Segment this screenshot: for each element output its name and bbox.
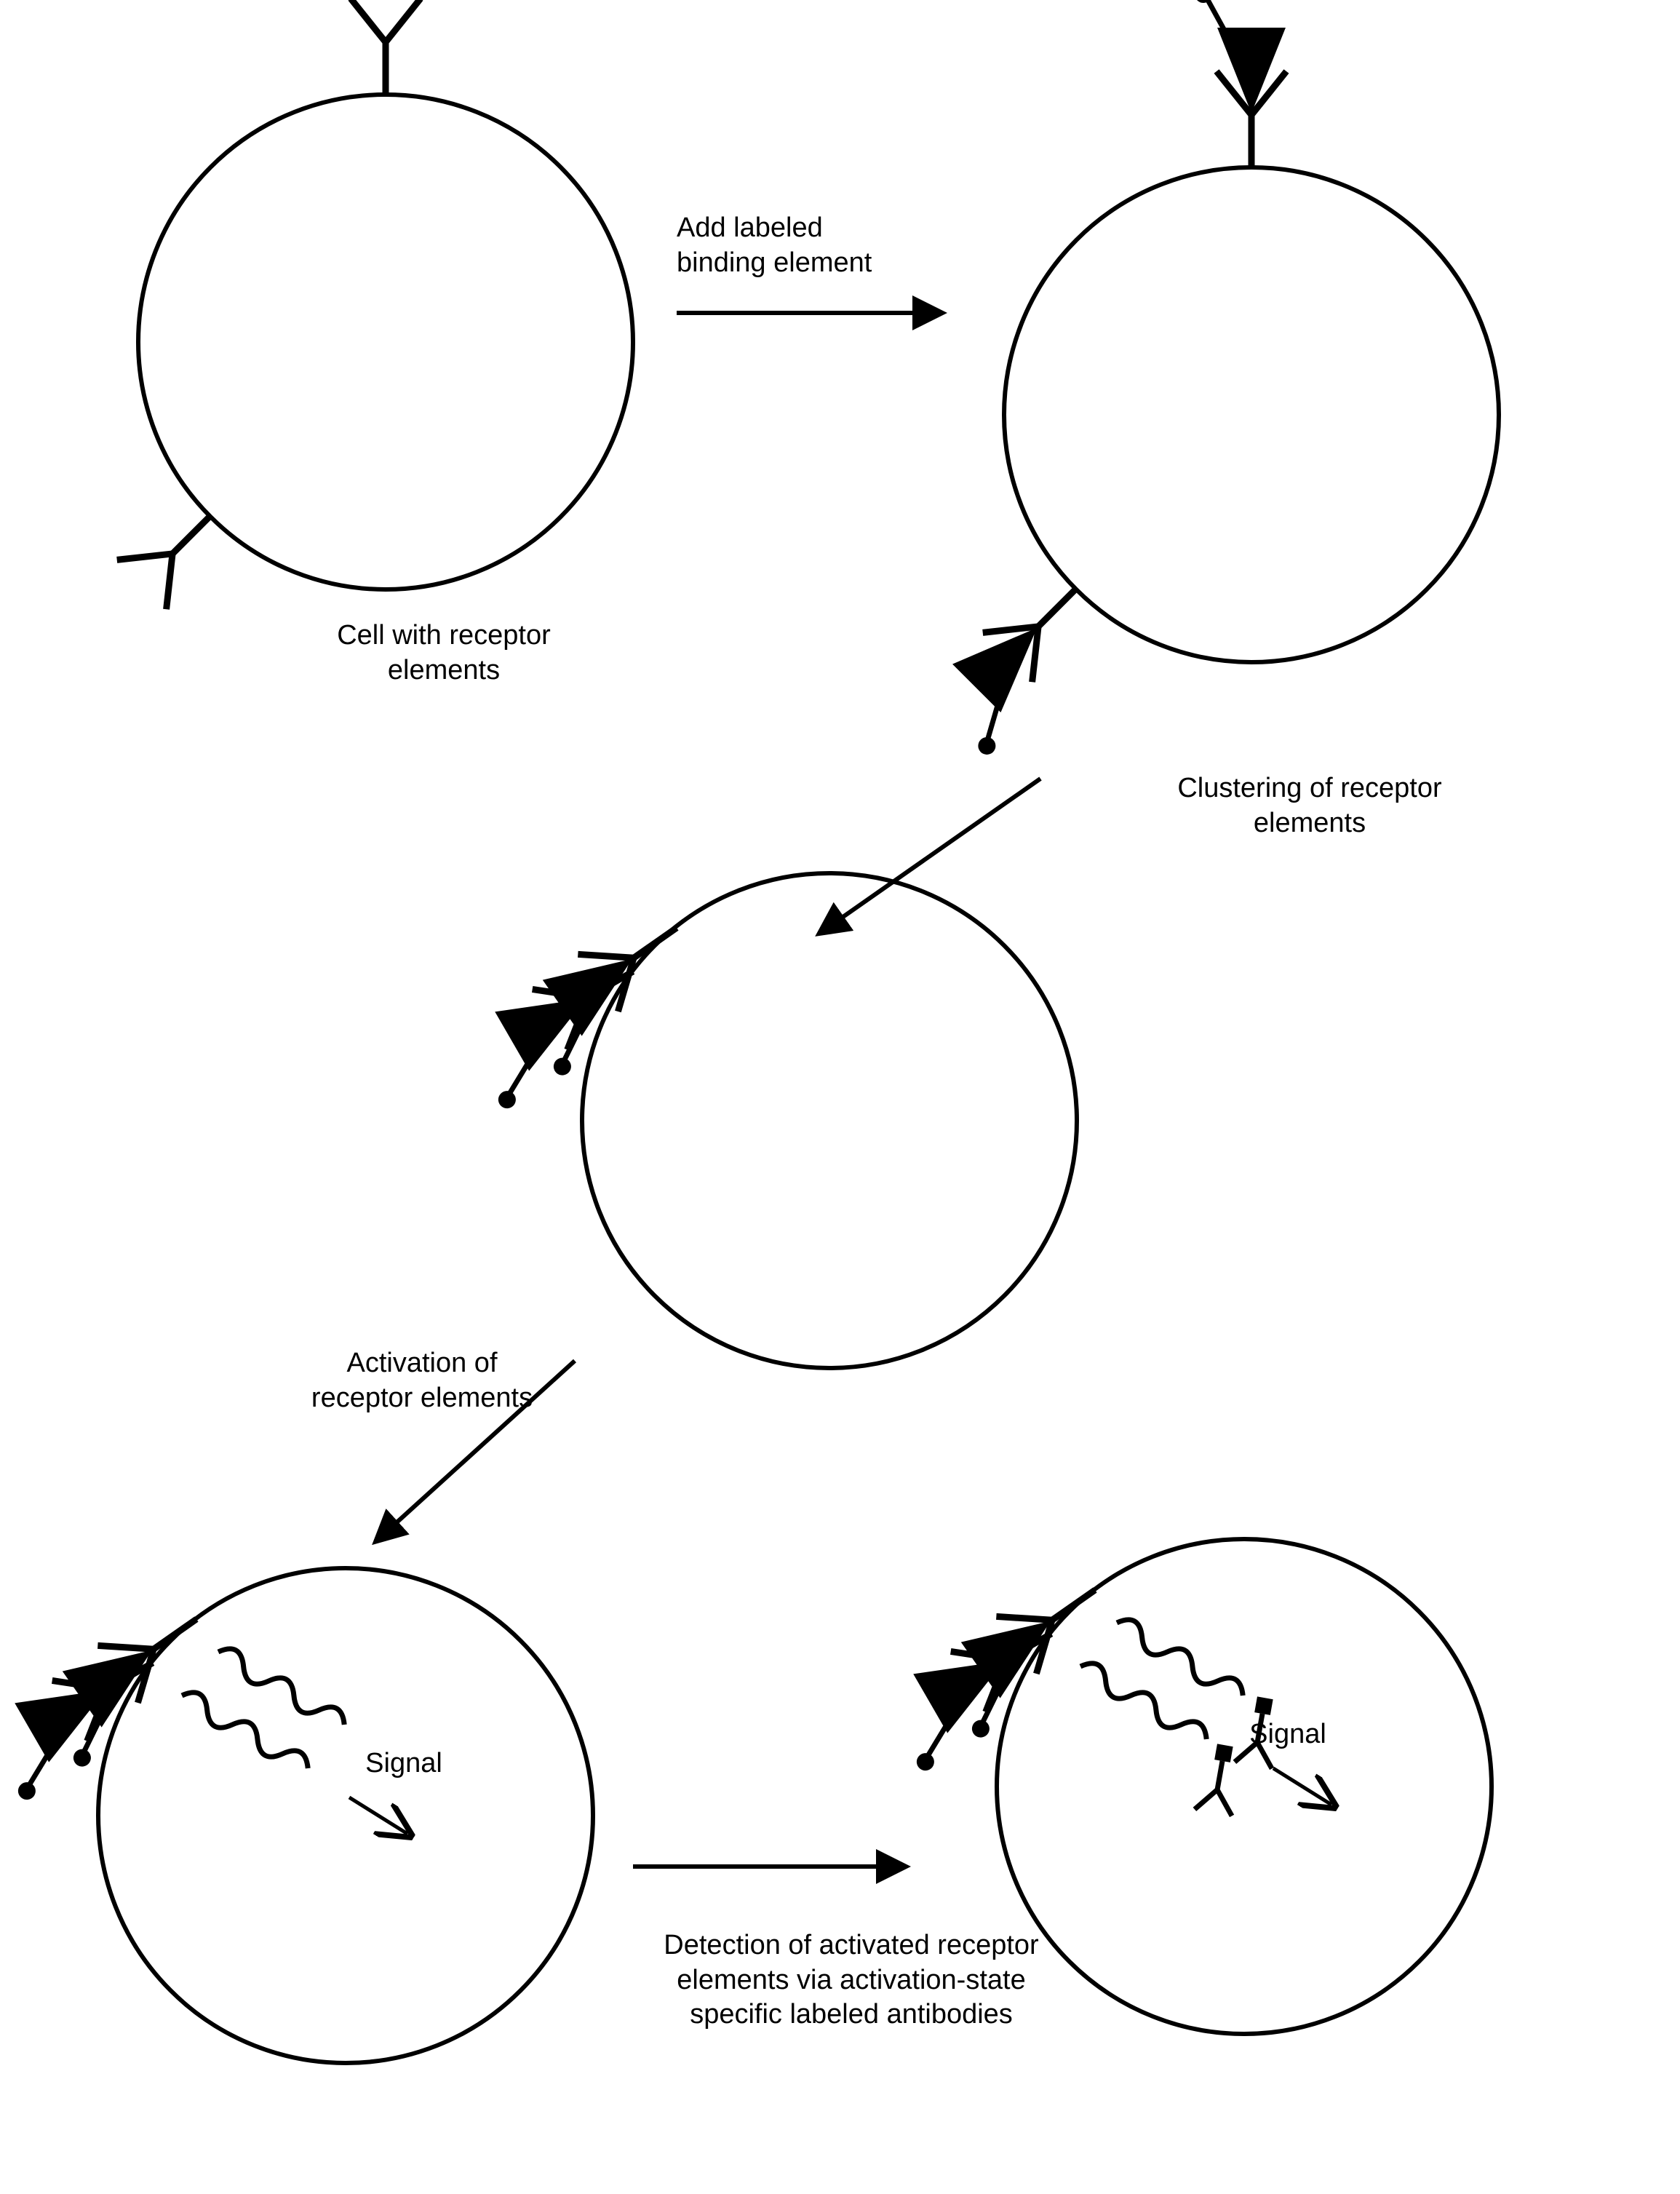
cell-2 (922, 0, 1499, 758)
diagram-svg (0, 0, 1680, 2194)
label-detection: Detection of activated receptor elements… (597, 1928, 1106, 2032)
label-activation: Activation of receptor elements (269, 1346, 575, 1415)
label-add-labeled-binding: Add labeled binding element (677, 211, 939, 280)
label-signal-left: Signal (331, 1746, 477, 1781)
diagram-page: Cell with receptor elements Add labeled … (0, 0, 1680, 2194)
arrow-clustering (822, 779, 1040, 931)
cell-3 (458, 873, 1077, 1368)
label-cell-with-receptors: Cell with receptor elements (276, 619, 611, 688)
cell-1 (117, 0, 633, 609)
cell-4 (0, 1568, 593, 2063)
label-clustering: Clustering of receptor elements (1120, 771, 1499, 840)
label-signal-right: Signal (1215, 1717, 1361, 1752)
